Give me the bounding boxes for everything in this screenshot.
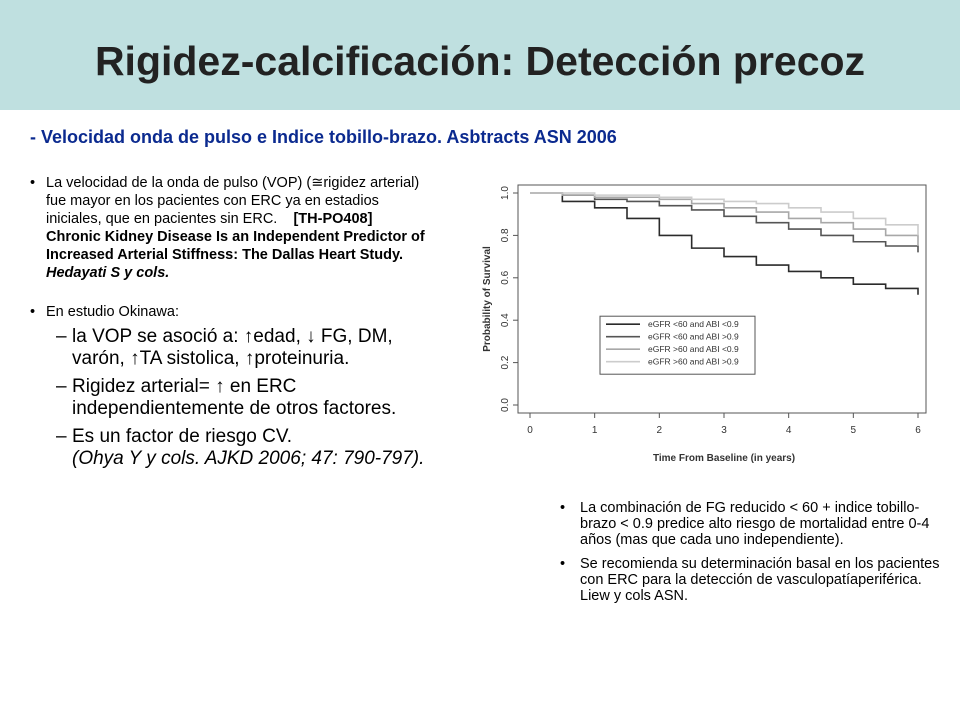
right-column: La combinación de FG reducido < 60 + ind… — [560, 500, 955, 612]
list-dash: – — [56, 376, 67, 397]
bullet-vop-authors: Hedayati S y cols. — [46, 265, 170, 281]
legend-label: eGFR >60 and ABI >0.9 — [648, 357, 739, 367]
legend-box — [599, 315, 756, 375]
bullet-okinawa: En estudio Okinawa: — [30, 304, 430, 320]
bullet-vop-text: La velocidad de la onda de pulso (VOP) (… — [46, 175, 420, 227]
series-line — [530, 192, 919, 253]
bullet-combination: La combinación de FG reducido < 60 + ind… — [560, 500, 955, 548]
chart-axes: 0 1 2 3 4 5 6 0.0 0.2 0.4 0.6 0.8 1.0 Time From Basel… — [482, 184, 927, 464]
y-tick-label: 0.4 — [500, 313, 511, 327]
bullet-vop: La velocidad de la onda de pulso (VOP) (… — [30, 174, 430, 282]
slide-title: Rigidez-calcificación: Detección precoz — [94, 38, 866, 84]
list-dash: – — [56, 326, 67, 347]
okinawa-item-text: Rigidez arterial= ↑ en ERC independiente… — [72, 376, 397, 419]
okinawa-item: – Es un factor de riesgo CV. (Ohya Y y c… — [30, 426, 430, 470]
title-bar — [0, 0, 960, 110]
okinawa-item: – la VOP se asoció a: ↑edad, ↓ FG, DM, v… — [30, 326, 430, 370]
y-tick-label: 1.0 — [500, 186, 511, 200]
list-dash: – — [56, 426, 67, 447]
y-tick-label: 0.2 — [500, 355, 511, 369]
y-tick-label: 0.6 — [500, 270, 511, 284]
x-tick-label: 2 — [657, 425, 663, 436]
bullet-recommendation: Se recomienda su determinación basal en … — [560, 556, 955, 604]
okinawa-item-text: Es un factor de riesgo CV. — [72, 426, 293, 447]
okinawa-item: – Rigidez arterial= ↑ en ERC independien… — [30, 376, 430, 420]
okinawa-list: – la VOP se asoció a: ↑edad, ↓ FG, DM, v… — [30, 326, 430, 470]
plot-frame — [517, 184, 927, 414]
chart-lines — [530, 192, 919, 295]
bullet-okinawa-text: En estudio Okinawa: — [46, 304, 179, 320]
left-column: La velocidad de la onda de pulso (VOP) (… — [30, 174, 430, 470]
y-axis-label: Probability of Survival — [482, 246, 493, 352]
x-tick-label: 1 — [592, 425, 598, 436]
series-line — [530, 192, 919, 246]
bullet-combination-text: La combinación de FG reducido < 60 + ind… — [580, 500, 930, 548]
bullet-recommendation-text: Se recomienda su determinación basal en … — [580, 556, 940, 604]
okinawa-citation: (Ohya Y y cols. AJKD 2006; 47: 790-797). — [72, 448, 425, 469]
series-line — [530, 192, 919, 295]
x-tick-label: 4 — [786, 425, 792, 436]
legend-label: eGFR <60 and ABI <0.9 — [648, 319, 739, 329]
y-tick-label: 0.0 — [500, 398, 511, 412]
slide-subtitle: - Velocidad onda de pulso e Indice tobil… — [30, 127, 617, 147]
x-tick-label: 0 — [527, 425, 533, 436]
x-tick-label: 6 — [915, 425, 921, 436]
legend-label: eGFR <60 and ABI >0.9 — [648, 332, 739, 342]
okinawa-item-text: la VOP se asoció a: ↑edad, ↓ FG, DM, var… — [72, 326, 393, 369]
bullet-vop-reference: [TH-PO408] Chronic Kidney Disease Is an … — [46, 211, 425, 263]
y-tick-label: 0.8 — [500, 228, 511, 242]
series-line — [530, 192, 919, 236]
survival-chart: 0 1 2 3 4 5 6 0.0 0.2 0.4 0.6 0.8 1.0 Time From Basel… — [470, 175, 940, 480]
legend-label: eGFR >60 and ABI <0.9 — [648, 344, 739, 354]
survival-chart-svg: 0 1 2 3 4 5 6 0.0 0.2 0.4 0.6 0.8 1.0 Time From Basel… — [482, 184, 927, 464]
chart-legend: eGFR <60 and ABI <0.9 eGFR <60 and ABI >0… — [599, 315, 756, 375]
x-tick-label: 3 — [721, 425, 727, 436]
x-tick-label: 5 — [851, 425, 857, 436]
x-axis-label: Time From Baseline (in years) — [653, 453, 795, 464]
